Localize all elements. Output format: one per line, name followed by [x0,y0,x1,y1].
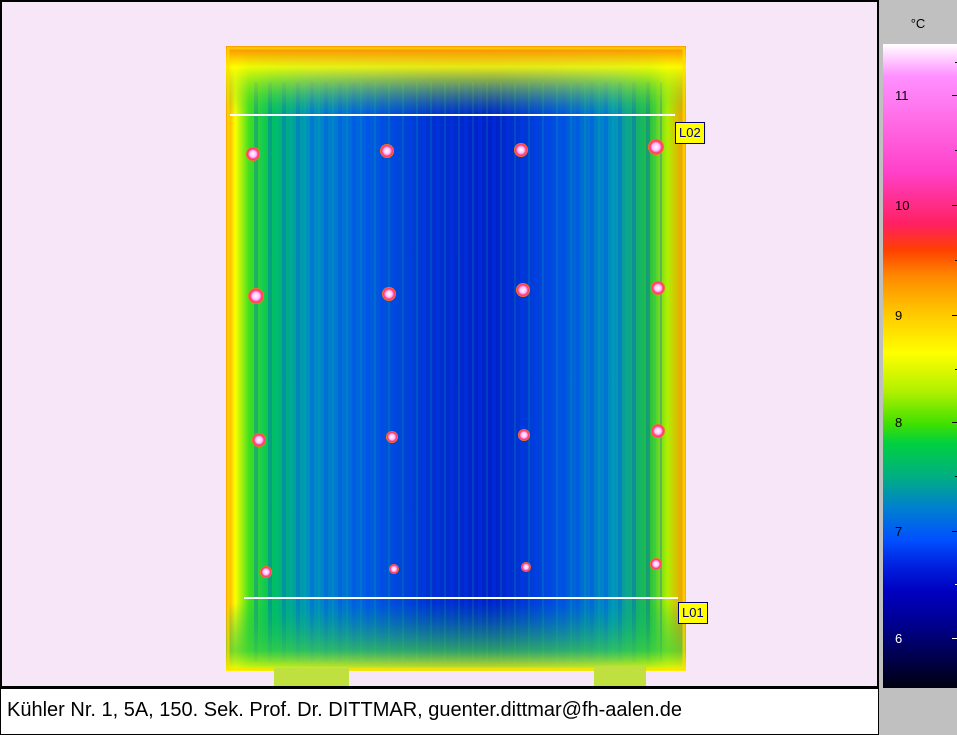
heatsink-fin-texture [252,82,662,662]
scale-tick [952,205,957,206]
hot-spot [380,144,394,158]
heatsink-bottom-edge [226,602,686,671]
marker-label-l02[interactable]: L02 [675,122,705,144]
scale-tick [952,315,957,316]
hot-spot [651,424,665,438]
scale-tick-label: 7 [895,524,903,539]
color-scale-bar: 11 10 9 8 7 6 [883,44,957,688]
scale-tick [952,638,957,639]
scale-tick-label: 10 [895,198,910,213]
heatsink-foot-right [594,666,646,686]
hot-spot [521,562,531,572]
hot-spot [382,287,396,301]
marker-label-l01[interactable]: L01 [678,602,708,624]
scale-tick [955,150,957,151]
heatsink-foot-left [274,668,349,686]
scale-tick [952,531,957,532]
temperature-scale: °C 11 10 9 8 7 6 [879,0,957,688]
scale-tick [952,422,957,423]
scale-tick [955,260,957,261]
scale-tick [952,95,957,96]
hot-spot [389,564,399,574]
scale-tick-label: 8 [895,415,903,430]
hot-spot [386,431,398,443]
hot-spots [246,139,665,578]
thermal-image-viewer: L02 L01 [0,0,879,688]
scale-tick [955,62,957,63]
hot-spot [514,143,528,157]
hot-spot [648,139,664,155]
hot-spot [518,429,530,441]
hot-spot [246,147,260,161]
caption-text: Kühler Nr. 1, 5A, 150. Sek. Prof. Dr. DI… [7,699,683,721]
hot-spot [252,433,266,447]
heatsink-outline [226,46,686,671]
thermal-image [226,46,686,686]
hot-spot [650,558,662,570]
scale-tick-label: 11 [895,88,909,103]
hot-spot [516,283,530,297]
hot-spot [651,281,665,295]
scale-tick [955,369,957,370]
scale-unit-label: °C [910,16,926,31]
heatsink-top-edge [226,46,686,116]
scale-tick-label: 9 [895,308,903,323]
hot-spot [260,566,272,578]
scale-tick-label: 6 [895,631,903,646]
hot-spot [248,288,264,304]
scale-tick [955,476,957,477]
scale-tick [955,584,957,585]
caption-bar: Kühler Nr. 1, 5A, 150. Sek. Prof. Dr. DI… [0,688,879,735]
